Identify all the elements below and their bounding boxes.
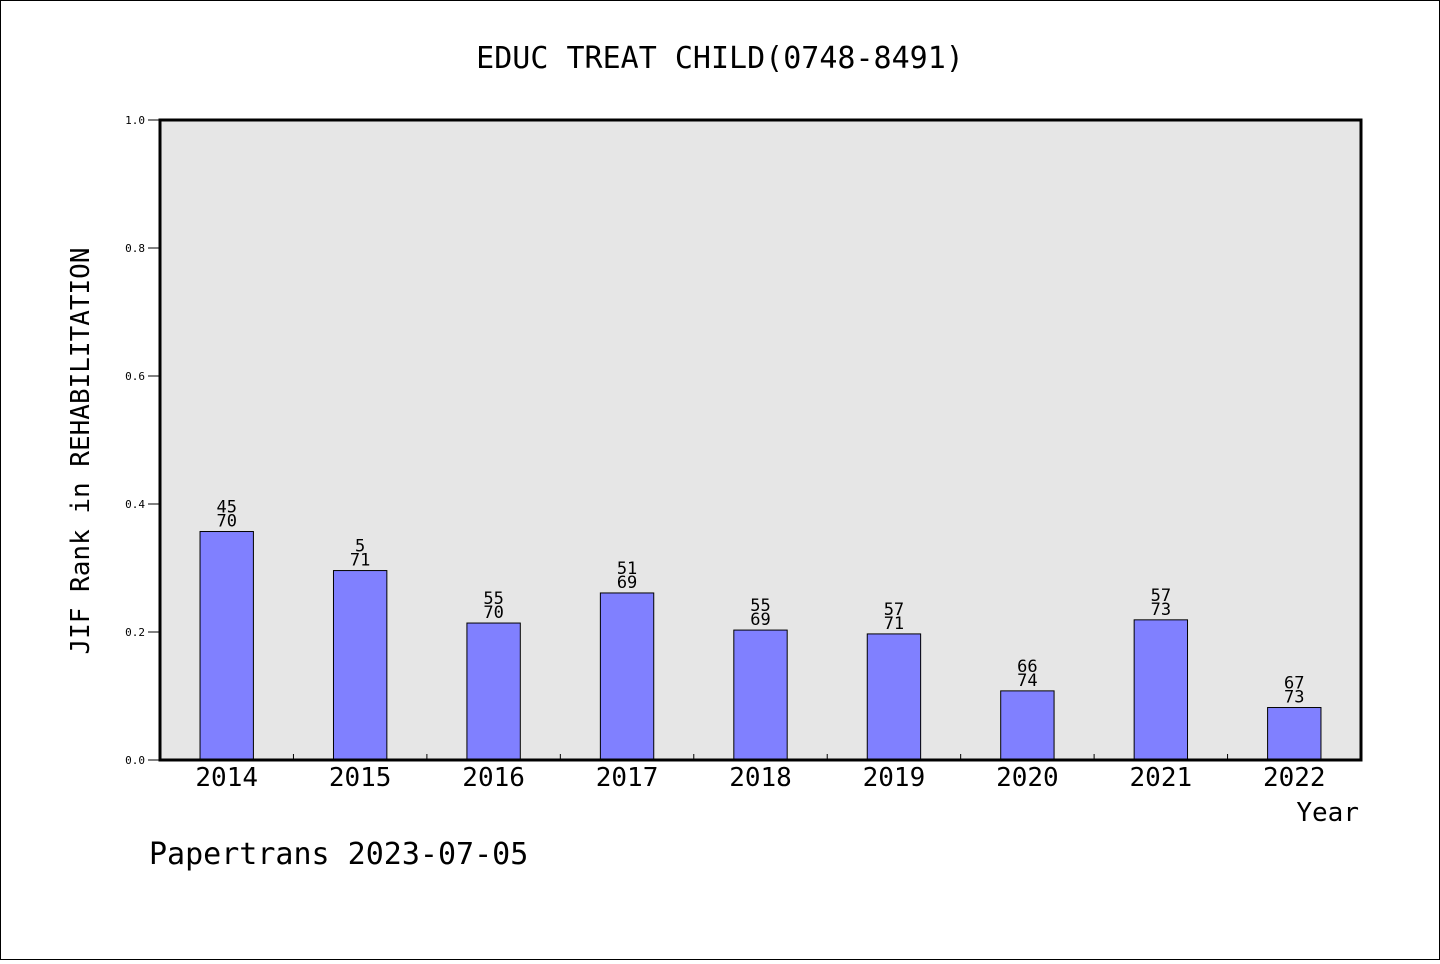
bar-label-bottom-2016: 70 (483, 603, 503, 623)
x-axis-ticks: 2014 2015 2016 2017 2018 2019 2020 2021 2022 (195, 754, 1326, 793)
bar-label-top-2015: 5 (355, 537, 365, 557)
bar-label-bottom-2019: 71 (884, 614, 904, 634)
chart-title: EDUC TREAT CHILD(0748-8491) (476, 41, 964, 76)
bar-2018 (733, 629, 788, 761)
bar-label-top-2021: 57 (1151, 586, 1171, 606)
x-tick-label-2015: 2015 (329, 763, 392, 793)
x-tick-label-2017: 2017 (596, 763, 659, 793)
bar-label-bottom-2021: 73 (1151, 600, 1171, 620)
bar-2021 (1133, 619, 1189, 761)
x-tick-label-2014: 2014 (195, 763, 258, 793)
x-tick-label-2022: 2022 (1263, 763, 1326, 793)
bar-label-top-2019: 57 (884, 600, 904, 620)
bar-2017 (599, 592, 655, 761)
bar-label-top-2018: 55 (750, 596, 770, 616)
x-tick-label-2016: 2016 (462, 763, 525, 793)
bar-label-bottom-2020: 74 (1017, 671, 1037, 691)
bar-label-bottom-2014: 70 (216, 512, 236, 532)
y-tick-label: 0.0 (125, 754, 145, 767)
y-tick-label: 0.8 (125, 242, 145, 255)
bar-2022 (1267, 707, 1322, 761)
y-tick-label: 0.6 (125, 370, 145, 383)
bar-2014 (199, 531, 254, 761)
bar-label-top-2017: 51 (617, 559, 637, 579)
bar-label-top-2016: 55 (483, 589, 503, 609)
bar-2015 (332, 570, 388, 761)
bar-label-bottom-2018: 69 (750, 610, 770, 630)
bar-label-top-2020: 66 (1017, 657, 1037, 677)
bar-2020 (1000, 690, 1055, 761)
bar-label-bottom-2022: 73 (1284, 688, 1304, 708)
x-tick-label-2018: 2018 (729, 763, 792, 793)
plot-border (158, 118, 1363, 762)
bar-label-top-2014: 45 (216, 498, 236, 518)
x-tick-label-2019: 2019 (863, 763, 926, 793)
bars-group (199, 531, 1322, 761)
y-axis-ticks: 0.0 0.2 0.4 0.6 0.8 1.0 (125, 114, 160, 767)
y-tick-label: 1.0 (125, 114, 145, 127)
y-tick-label: 0.4 (125, 498, 145, 511)
bar-label-top-2022: 67 (1284, 674, 1304, 694)
bar-2016 (466, 622, 521, 761)
x-tick-label-2020: 2020 (996, 763, 1059, 793)
footer-stamp: Papertrans 2023-07-05 (149, 837, 528, 872)
y-tick-label: 0.2 (125, 626, 145, 639)
x-tick-label-2021: 2021 (1130, 763, 1193, 793)
bar-label-bottom-2015: 71 (350, 551, 370, 571)
bar-2019 (866, 633, 922, 761)
y-axis-label: JIF Rank in REHABILITATION (66, 248, 96, 655)
x-axis-label: Year (1296, 798, 1359, 828)
bar-label-bottom-2017: 69 (617, 573, 637, 593)
